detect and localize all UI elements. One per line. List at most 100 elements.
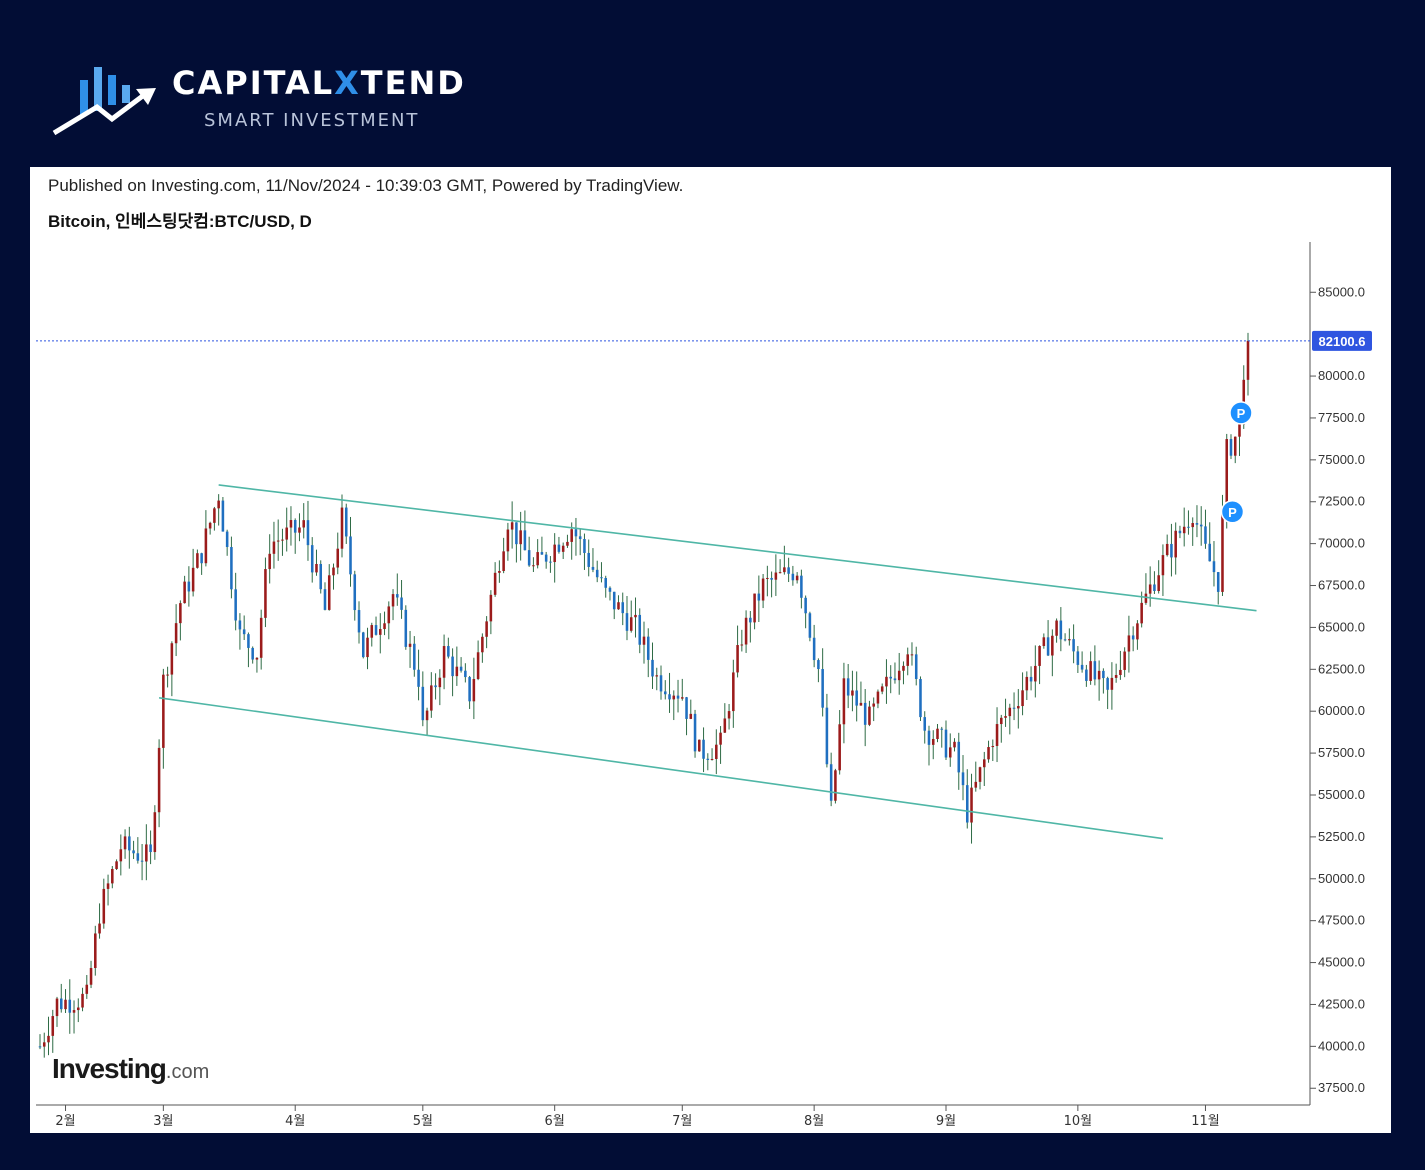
- candle-body: [698, 739, 701, 752]
- candle-body: [98, 923, 101, 934]
- candle-body: [115, 861, 118, 869]
- candle-body: [1174, 530, 1177, 558]
- candle-body: [349, 536, 352, 575]
- x-tick-label: 9월: [936, 1114, 956, 1129]
- candle-body: [1072, 639, 1075, 652]
- candle-body: [821, 669, 824, 708]
- candle-body: [659, 675, 663, 692]
- candle-body: [336, 548, 340, 568]
- candle-body: [472, 679, 476, 702]
- candle-body: [417, 669, 420, 687]
- candle-body: [1229, 439, 1233, 456]
- candle-body: [1029, 676, 1033, 682]
- published-line: Published on Investing.com, 11/Nov/2024 …: [48, 176, 684, 195]
- candle-body: [1038, 646, 1041, 666]
- candle-body: [302, 520, 305, 528]
- candle-body: [804, 597, 807, 614]
- candle-body: [995, 724, 999, 746]
- candle-body: [157, 747, 161, 813]
- candle-body: [991, 745, 995, 748]
- candle-body: [208, 522, 212, 529]
- candle-body: [566, 541, 569, 546]
- candle-body: [123, 836, 127, 850]
- candle-body: [961, 772, 965, 786]
- candle-body: [51, 1016, 55, 1036]
- candle-body: [868, 706, 871, 725]
- candle-body: [736, 645, 739, 673]
- candle-body: [681, 697, 684, 699]
- candle-body: [1021, 690, 1024, 707]
- candle-body: [914, 654, 918, 680]
- candle-body: [379, 629, 382, 635]
- candle-body: [370, 625, 374, 638]
- candle-body: [889, 676, 892, 679]
- y-tick-label: 62500.0: [1318, 661, 1365, 676]
- candle-body: [1085, 669, 1088, 681]
- candle-body: [1144, 593, 1148, 603]
- candle-body: [464, 670, 467, 678]
- candle-body: [1208, 543, 1211, 562]
- candle-body: [846, 678, 850, 696]
- candle-body: [451, 656, 454, 677]
- candle-body: [111, 868, 114, 884]
- candle-body: [1187, 526, 1190, 528]
- candle-body: [646, 636, 650, 660]
- x-tick-label: 5월: [413, 1114, 433, 1129]
- candle-body: [447, 646, 450, 657]
- candle-body: [319, 563, 323, 590]
- candle-body: [72, 1010, 76, 1013]
- candle-body: [77, 1007, 80, 1011]
- candle-body: [255, 657, 259, 660]
- candle-body: [527, 550, 531, 566]
- position-marker-icon: [1220, 500, 1245, 524]
- candle-body: [1131, 635, 1135, 640]
- candle-body: [642, 636, 646, 645]
- candle-body: [383, 623, 386, 630]
- candle-body: [1157, 575, 1160, 592]
- candle-body: [1034, 665, 1037, 682]
- candle-body: [1191, 523, 1194, 528]
- candle-body: [625, 613, 629, 631]
- candle-body: [481, 636, 484, 653]
- candle-body: [353, 574, 357, 611]
- candle-body: [829, 764, 833, 801]
- candle-body: [485, 621, 488, 637]
- candle-body: [1080, 664, 1084, 670]
- candle-body: [944, 729, 948, 758]
- candle-body: [85, 984, 89, 994]
- candle-body: [391, 594, 395, 607]
- candle-body: [217, 500, 220, 509]
- candle-body: [442, 646, 446, 678]
- candle-body: [387, 606, 391, 624]
- rising-bars-arrow-icon: [52, 67, 156, 136]
- candle-body: [783, 567, 786, 573]
- candle-body: [1004, 716, 1007, 718]
- y-tick-label: 65000.0: [1318, 619, 1365, 634]
- candle-body: [183, 581, 186, 604]
- candle-body: [544, 554, 548, 562]
- candle-body: [1170, 543, 1173, 558]
- candle-body: [676, 695, 680, 699]
- candle-body: [638, 614, 642, 645]
- candle-body: [259, 617, 263, 658]
- y-tick-label: 75000.0: [1318, 452, 1365, 467]
- candle-body: [948, 747, 952, 758]
- candle-body: [851, 690, 854, 696]
- brand-tagline: SMART INVESTMENT: [204, 110, 420, 131]
- candle-body: [549, 561, 552, 563]
- y-tick-label: 60000.0: [1318, 703, 1365, 718]
- x-tick-label: 2월: [55, 1114, 75, 1129]
- position-marker-label: P: [1228, 505, 1237, 520]
- candle-body: [561, 545, 565, 552]
- candle-body: [1051, 635, 1054, 656]
- candle-body: [532, 565, 535, 567]
- candle-body: [506, 529, 510, 552]
- candle-body: [855, 690, 858, 706]
- candle-body: [1153, 584, 1156, 592]
- candle-body: [668, 694, 671, 700]
- candle-body: [936, 728, 939, 739]
- candle-body: [761, 578, 765, 601]
- candle-body: [179, 603, 182, 624]
- candle-body: [702, 739, 705, 759]
- candle-body: [872, 703, 875, 707]
